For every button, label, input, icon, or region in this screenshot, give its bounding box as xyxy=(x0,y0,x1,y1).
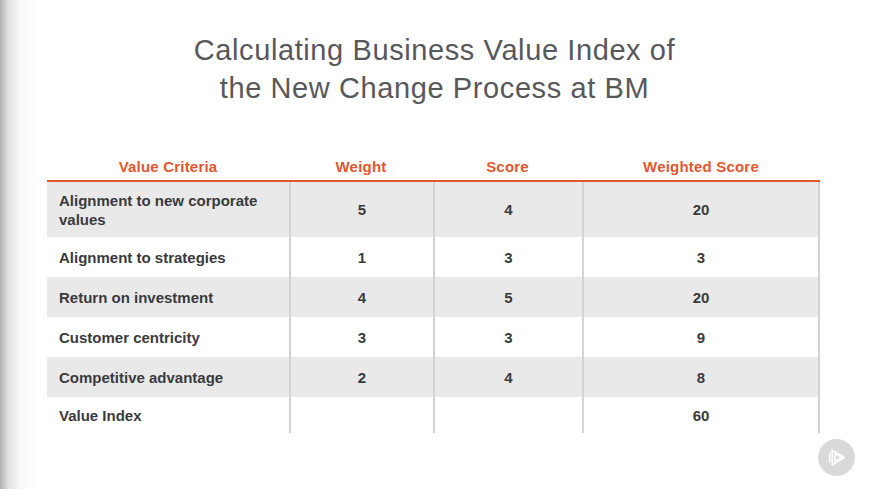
cell-weighted-score: 20 xyxy=(582,277,820,317)
slide-title-line2: the New Change Process at BM xyxy=(0,69,869,107)
column-header-weighted-score: Weighted Score xyxy=(582,153,820,180)
table-row: Customer centricity 3 3 9 xyxy=(47,317,820,357)
cell-criteria: Alignment to strategies xyxy=(47,237,289,277)
cell-weighted-score: 20 xyxy=(582,182,820,237)
cell-weighted-score: 9 xyxy=(582,317,820,357)
cell-criteria: Alignment to new corporate values xyxy=(47,182,289,237)
slide-title: Calculating Business Value Index of the … xyxy=(0,31,869,107)
cell-criteria: Return on investment xyxy=(47,277,289,317)
slide-title-line1: Calculating Business Value Index of xyxy=(0,31,869,69)
business-value-index-table: Value Criteria Weight Score Weighted Sco… xyxy=(47,153,820,433)
cell-score xyxy=(433,397,582,433)
cell-score: 4 xyxy=(433,182,582,237)
pluralsight-play-icon xyxy=(818,439,855,476)
table-row: Return on investment 4 5 20 xyxy=(47,277,820,317)
table-row: Alignment to strategies 1 3 3 xyxy=(47,237,820,277)
cell-weight: 5 xyxy=(289,182,433,237)
cell-weight: 2 xyxy=(289,357,433,397)
column-header-weight: Weight xyxy=(289,153,433,180)
cell-criteria: Value Index xyxy=(47,397,289,433)
cell-weighted-score: 3 xyxy=(582,237,820,277)
table-row-value-index: Value Index 60 xyxy=(47,397,820,433)
cell-weighted-score: 8 xyxy=(582,357,820,397)
column-header-value-criteria: Value Criteria xyxy=(47,153,289,180)
cell-weight xyxy=(289,397,433,433)
table-body: Alignment to new corporate values 5 4 20… xyxy=(47,182,820,433)
column-header-score: Score xyxy=(433,153,582,180)
presentation-slide: Calculating Business Value Index of the … xyxy=(0,0,869,489)
cell-weighted-score: 60 xyxy=(582,397,820,433)
cell-score: 4 xyxy=(433,357,582,397)
cell-criteria: Competitive advantage xyxy=(47,357,289,397)
cell-weight: 4 xyxy=(289,277,433,317)
cell-score: 3 xyxy=(433,237,582,277)
cell-criteria: Customer centricity xyxy=(47,317,289,357)
cell-weight: 3 xyxy=(289,317,433,357)
table-row: Competitive advantage 2 4 8 xyxy=(47,357,820,397)
cell-score: 5 xyxy=(433,277,582,317)
cell-score: 3 xyxy=(433,317,582,357)
table-row: Alignment to new corporate values 5 4 20 xyxy=(47,182,820,237)
table-header-row: Value Criteria Weight Score Weighted Sco… xyxy=(47,153,820,182)
cell-weight: 1 xyxy=(289,237,433,277)
